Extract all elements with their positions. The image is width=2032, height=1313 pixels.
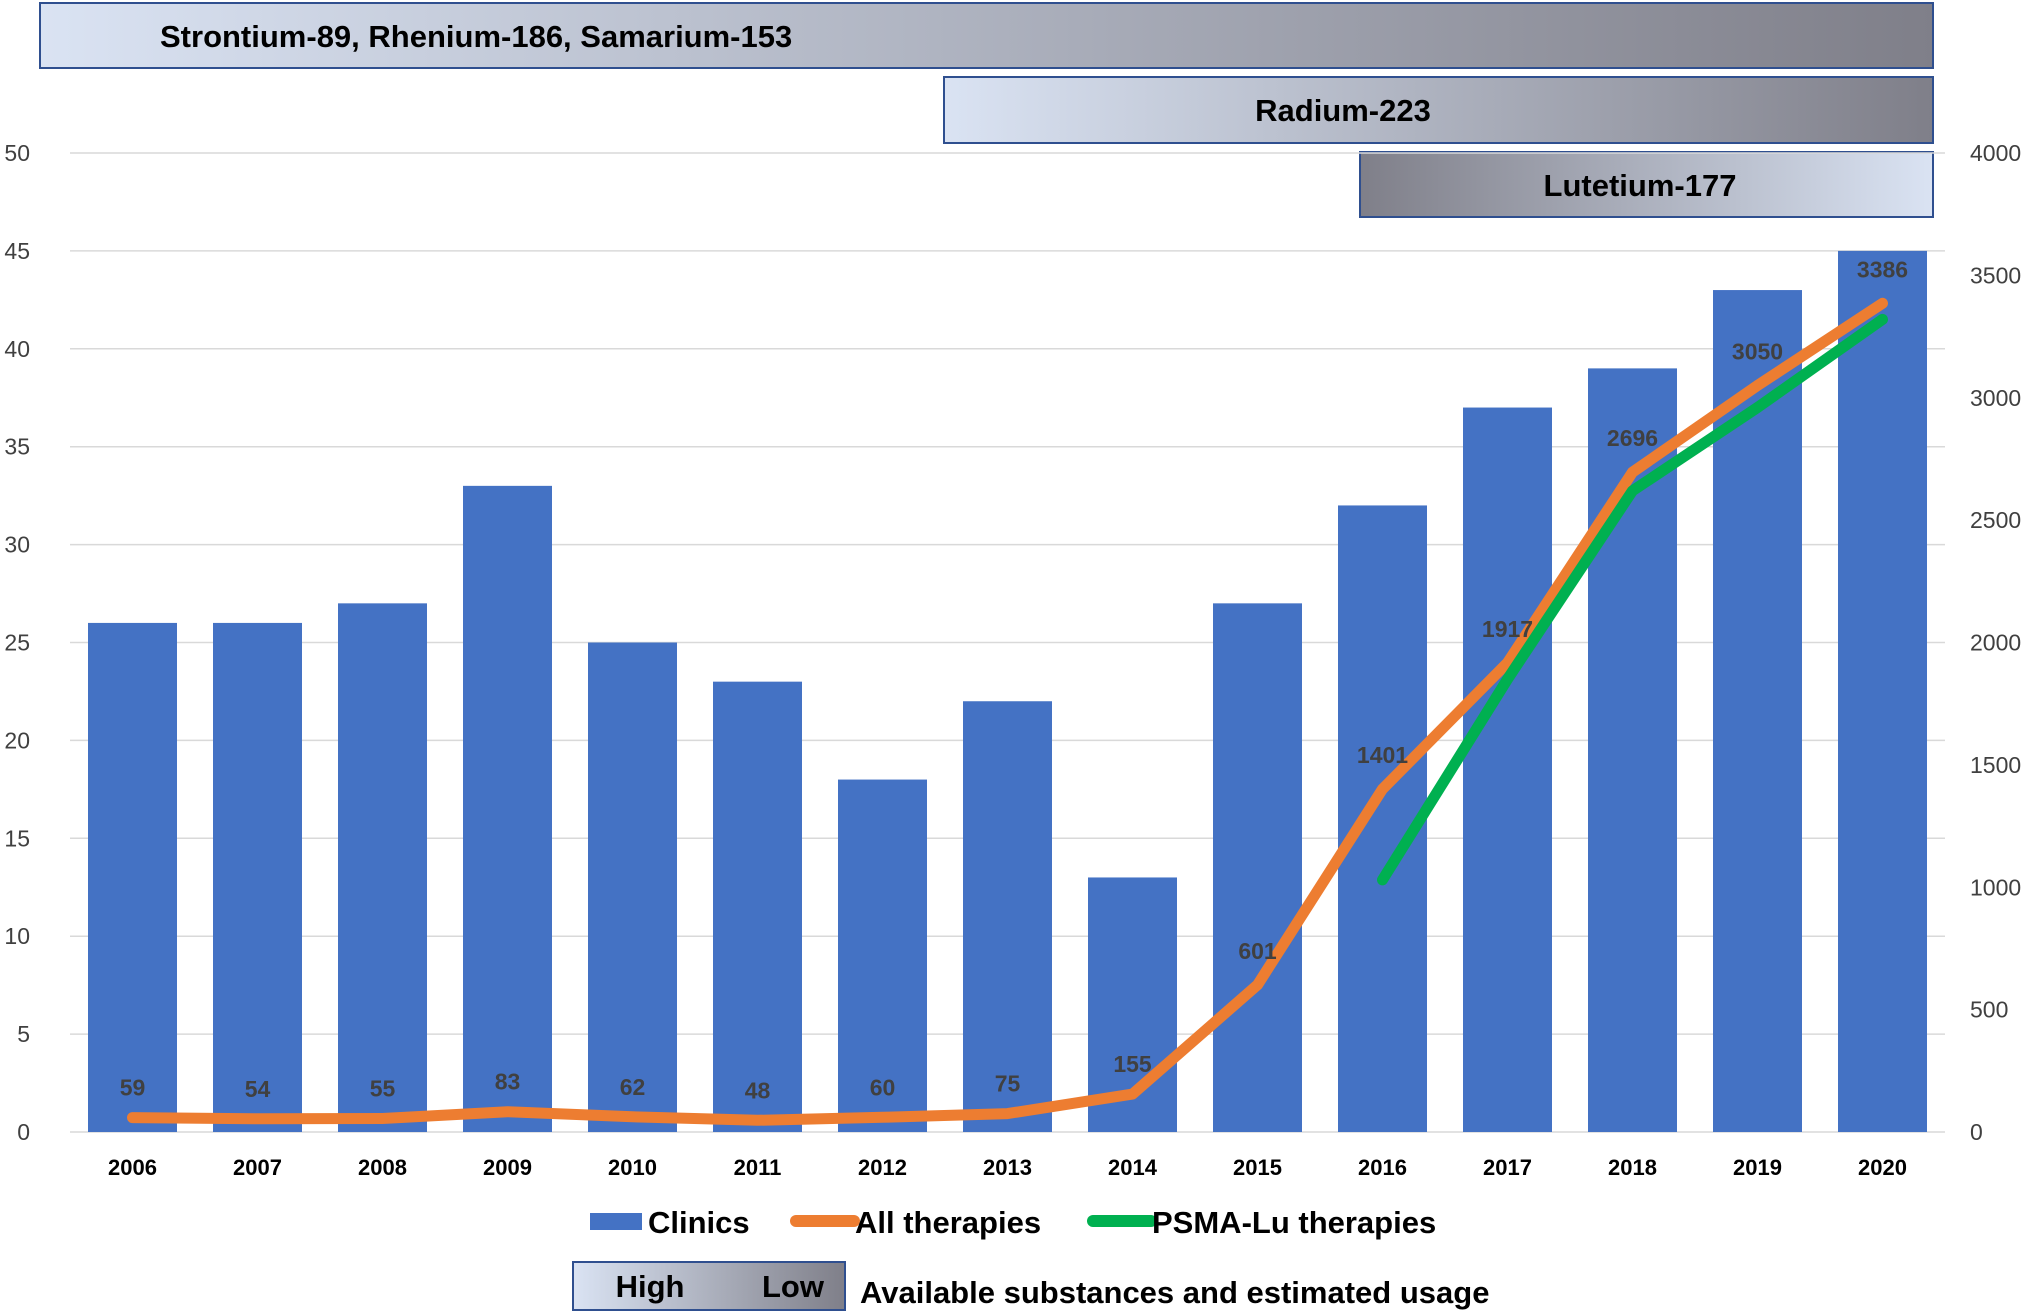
data-label: 1401	[1357, 742, 1408, 768]
legend: Clinics All therapies PSMA-Lu therapies	[590, 1205, 1436, 1240]
usage-gradient-swatch	[572, 1261, 846, 1311]
data-label: 1917	[1482, 616, 1533, 642]
x-axis-tick-label: 2017	[1483, 1155, 1532, 1180]
x-axis-tick-label: 2006	[108, 1155, 157, 1180]
legend-label: PSMA-Lu therapies	[1152, 1205, 1436, 1240]
data-label: 3050	[1732, 339, 1783, 365]
x-axis-tick-label: 2010	[608, 1155, 657, 1180]
left-axis-tick-label: 10	[4, 923, 30, 949]
right-axis-tick-label: 3000	[1970, 385, 2021, 411]
x-axis-tick-label: 2019	[1733, 1155, 1782, 1180]
clinics-bars	[88, 250, 1927, 1132]
left-axis-tick-label: 40	[4, 336, 30, 362]
data-label: 3386	[1857, 256, 1908, 282]
data-label: 60	[870, 1074, 896, 1100]
all-therapies-line	[127, 297, 1888, 1126]
data-label: 48	[745, 1077, 771, 1103]
usage-legend: High Low Available substances and estimate…	[572, 1261, 1489, 1311]
left-axis-tick-label: 45	[4, 238, 30, 264]
right-axis-tick-label: 0	[1970, 1119, 1983, 1145]
x-axis-tick-label: 2007	[233, 1155, 282, 1180]
therapy-lines	[127, 297, 1888, 1126]
legend-label: All therapies	[855, 1205, 1041, 1240]
data-label: 75	[995, 1071, 1021, 1097]
data-label: 2696	[1607, 425, 1658, 451]
clinics-bar	[713, 681, 802, 1132]
right-axis-tick-label: 2000	[1970, 630, 2021, 656]
psma-lu-therapies-line	[1377, 313, 1888, 886]
x-axis-tick-label: 2016	[1358, 1155, 1407, 1180]
availability-band	[39, 2, 1934, 69]
x-axis: 2006 2007 2008 2009 2010 2011 2012 2013 2014 2015…	[108, 1155, 1907, 1180]
data-label: 55	[370, 1076, 396, 1102]
clinics-bar	[338, 603, 427, 1132]
availability-bands: Strontium-89, Rhenium-186, Samarium-153 R…	[39, 2, 1934, 218]
data-labels: 59 54 55 83 62 48 60 75 155 601 1401 1917 2696 3050 33…	[120, 256, 1908, 1103]
right-axis-tick-label: 4000	[1970, 140, 2021, 166]
left-axis-tick-label: 5	[17, 1021, 30, 1047]
availability-band-label: Strontium-89, Rhenium-186, Samarium-153	[160, 19, 792, 54]
clinics-bar	[963, 701, 1052, 1132]
legend-label: Clinics	[648, 1205, 750, 1240]
clinics-bar	[213, 622, 302, 1132]
availability-band-label: Radium-223	[1255, 93, 1431, 128]
left-axis-tick-label: 25	[4, 630, 30, 656]
usage-low-label: Low	[762, 1269, 825, 1304]
x-axis-tick-label: 2011	[734, 1155, 782, 1180]
data-label: 59	[120, 1075, 146, 1101]
x-axis-tick-label: 2012	[858, 1155, 907, 1180]
availability-band-label: Lutetium-177	[1544, 168, 1737, 203]
x-axis-tick-label: 2008	[358, 1155, 407, 1180]
availability-band	[1359, 151, 1934, 218]
left-axis-tick-label: 50	[4, 140, 30, 166]
clinics-bar	[1838, 250, 1927, 1132]
clinics-bar	[1338, 505, 1427, 1132]
x-axis-tick-label: 2009	[483, 1155, 532, 1180]
left-axis: 0 5 10 15 20 25 30 35 40 45 50	[4, 140, 30, 1145]
left-axis-tick-label: 0	[17, 1119, 30, 1145]
x-axis-tick-label: 2018	[1608, 1155, 1657, 1180]
clinics-bar	[463, 485, 552, 1132]
left-axis-tick-label: 20	[4, 727, 30, 753]
right-axis-tick-label: 2500	[1970, 507, 2021, 533]
right-axis-tick-label: 500	[1970, 997, 2008, 1023]
clinics-bar	[838, 779, 927, 1132]
clinics-bar	[1463, 407, 1552, 1132]
x-axis-tick-label: 2015	[1233, 1155, 1282, 1180]
x-axis-tick-label: 2020	[1858, 1155, 1907, 1180]
data-label: 601	[1238, 938, 1277, 964]
legend-swatch-clinics	[590, 1213, 642, 1230]
data-label: 83	[495, 1069, 521, 1095]
usage-high-label: High	[616, 1269, 685, 1304]
x-axis-tick-label: 2014	[1108, 1155, 1158, 1180]
right-axis: 0 500 1000 1500 2000 2500 3000 3500 4000	[1970, 140, 2021, 1145]
usage-caption: Available substances and estimated usage	[860, 1275, 1489, 1310]
right-axis-tick-label: 3500	[1970, 262, 2021, 288]
data-label: 155	[1113, 1051, 1152, 1077]
data-label: 62	[620, 1074, 646, 1100]
right-axis-tick-label: 1500	[1970, 752, 2021, 778]
clinics-bar	[1213, 603, 1302, 1132]
clinics-bar	[588, 642, 677, 1132]
left-axis-tick-label: 30	[4, 532, 30, 558]
clinics-bar	[1588, 368, 1677, 1132]
right-axis-tick-label: 1000	[1970, 874, 2021, 900]
data-label: 54	[245, 1076, 271, 1102]
clinics-bar	[88, 622, 177, 1132]
x-axis-tick-label: 2013	[983, 1155, 1032, 1180]
availability-band	[943, 76, 1934, 144]
left-axis-tick-label: 35	[4, 434, 30, 460]
left-axis-tick-label: 15	[4, 825, 30, 851]
clinics-bar	[1713, 290, 1802, 1132]
